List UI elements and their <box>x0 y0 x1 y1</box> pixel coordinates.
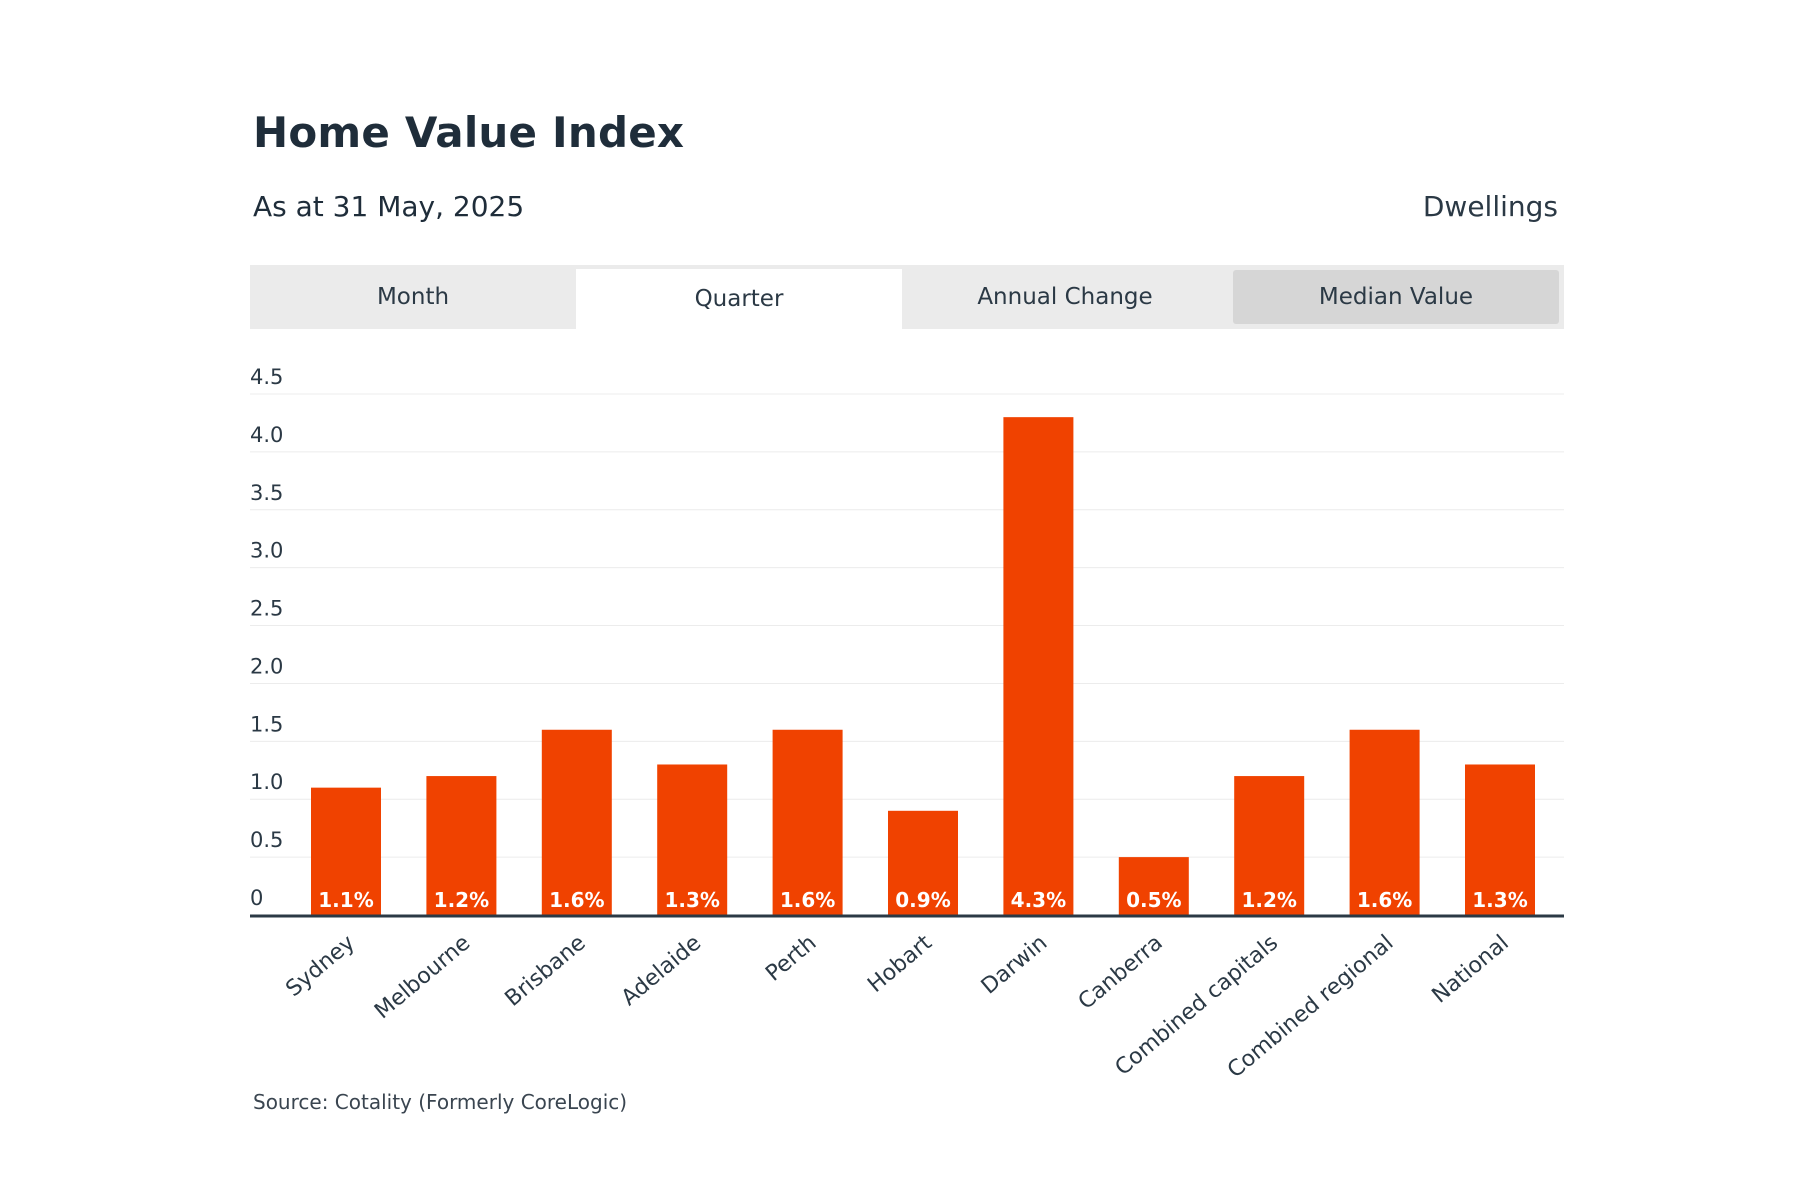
x-tick-label: Melbourne <box>370 930 475 1024</box>
x-tick-label: Sydney <box>281 930 359 1002</box>
x-tick-label: Darwin <box>977 930 1052 999</box>
y-tick-label: 4.0 <box>250 423 283 447</box>
bar[interactable] <box>541 729 612 915</box>
bar-value-label: 0.9% <box>895 888 950 912</box>
tab-quarter[interactable]: Quarter <box>576 269 902 329</box>
x-tick-label: Combined capitals <box>1111 930 1283 1080</box>
bar-value-label: 1.6% <box>1357 888 1412 912</box>
x-tick-label: Combined regional <box>1223 930 1398 1083</box>
x-tick-label: Perth <box>761 930 821 986</box>
measure-label: Dwellings <box>1422 190 1558 223</box>
bar[interactable] <box>772 729 843 915</box>
bar-value-label: 1.3% <box>664 888 719 912</box>
bar[interactable] <box>1349 729 1420 915</box>
y-tick-label: 2.0 <box>250 654 283 678</box>
bar[interactable] <box>1465 764 1535 915</box>
x-tick-label: Adelaide <box>617 930 706 1010</box>
bar-value-label: 0.5% <box>1126 888 1181 912</box>
bar-value-label: 1.6% <box>549 888 604 912</box>
tab-median-value[interactable]: Median Value <box>1233 270 1559 324</box>
bar[interactable] <box>311 787 381 915</box>
y-tick-label: 1.0 <box>250 770 283 794</box>
source-note: Source: Cotality (Formerly CoreLogic) <box>253 1090 628 1114</box>
bar-value-label: 1.3% <box>1472 888 1527 912</box>
period-tabs: Month Quarter Annual Change Median Value <box>250 265 1564 329</box>
y-tick-label: 2.5 <box>250 597 283 621</box>
chart-title: Home Value Index <box>253 108 685 157</box>
tab-month[interactable]: Month <box>376 284 450 310</box>
bar[interactable] <box>426 776 497 915</box>
y-tick-label: 0 <box>250 886 263 910</box>
x-tick-label: National <box>1428 930 1514 1008</box>
bar[interactable] <box>888 810 958 915</box>
bar[interactable] <box>1234 776 1305 915</box>
y-tick-label: 4.5 <box>250 365 283 389</box>
y-tick-label: 3.0 <box>250 539 283 563</box>
tab-annual-change[interactable]: Annual Change <box>977 284 1153 310</box>
bar[interactable] <box>1118 857 1189 915</box>
bar-value-label: 1.2% <box>1241 888 1296 912</box>
y-tick-label: 0.5 <box>250 828 283 852</box>
x-tick-label: Hobart <box>863 930 937 998</box>
as-at-date: As at 31 May, 2025 <box>253 190 525 223</box>
y-tick-label: 3.5 <box>250 481 283 505</box>
x-tick-label: Canberra <box>1074 930 1168 1014</box>
bar[interactable] <box>1003 417 1074 915</box>
bar-value-label: 1.1% <box>318 888 373 912</box>
bar-value-label: 1.6% <box>780 888 835 912</box>
y-tick-label: 1.5 <box>250 712 283 736</box>
bar-value-label: 4.3% <box>1011 888 1066 912</box>
bar[interactable] <box>657 764 728 915</box>
bar-value-label: 1.2% <box>434 888 489 912</box>
x-tick-label: Brisbane <box>501 930 591 1011</box>
